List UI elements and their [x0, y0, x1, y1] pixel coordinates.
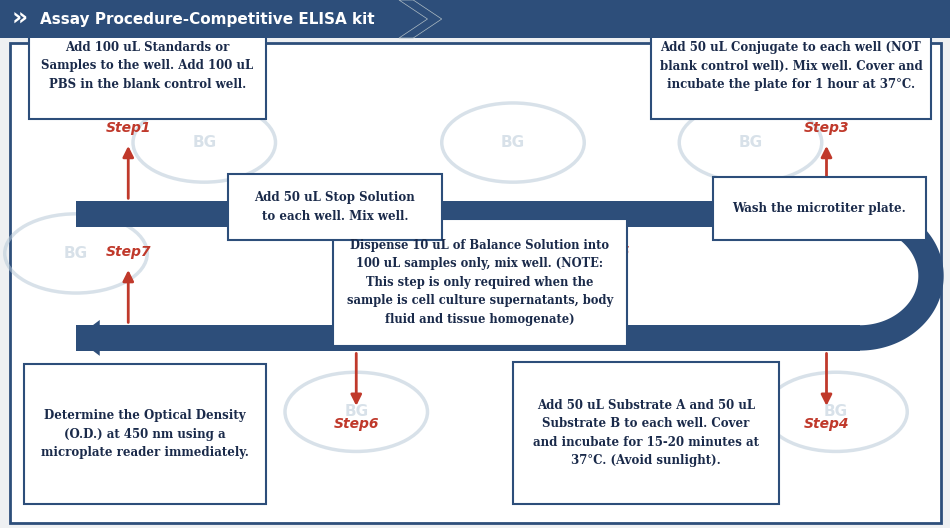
Text: Dispense 10 uL of Balance Solution into
100 uL samples only, mix well. (NOTE:
Th: Dispense 10 uL of Balance Solution into …: [347, 239, 613, 326]
Text: Determine the Optical Density
(O.D.) at 450 nm using a
microplate reader immedia: Determine the Optical Density (O.D.) at …: [41, 409, 249, 459]
Text: Step5: Step5: [585, 245, 631, 259]
Text: Step6: Step6: [333, 417, 379, 431]
Text: BG: BG: [192, 135, 217, 150]
Text: BG: BG: [596, 404, 620, 419]
Text: Wash the microtiter plate.: Wash the microtiter plate.: [732, 202, 906, 215]
FancyBboxPatch shape: [76, 201, 860, 227]
FancyBboxPatch shape: [651, 13, 931, 119]
FancyBboxPatch shape: [10, 43, 940, 523]
Polygon shape: [860, 201, 943, 351]
Text: BG: BG: [344, 404, 369, 419]
Text: BG: BG: [64, 246, 88, 261]
Polygon shape: [76, 320, 100, 356]
Polygon shape: [399, 0, 442, 38]
Text: Step2: Step2: [409, 293, 455, 307]
Text: BG: BG: [738, 135, 763, 150]
FancyBboxPatch shape: [24, 364, 266, 504]
FancyBboxPatch shape: [28, 13, 266, 119]
Text: Step3: Step3: [804, 121, 849, 135]
Text: »: »: [11, 7, 28, 31]
FancyBboxPatch shape: [228, 174, 442, 240]
Text: BG: BG: [501, 135, 525, 150]
Text: Step7: Step7: [105, 245, 151, 259]
FancyBboxPatch shape: [0, 0, 950, 38]
FancyBboxPatch shape: [712, 177, 926, 240]
Text: Step4: Step4: [804, 417, 849, 431]
Text: Assay Procedure-Competitive ELISA kit: Assay Procedure-Competitive ELISA kit: [40, 12, 374, 26]
Text: Step1: Step1: [105, 121, 151, 135]
Text: Add 50 uL Stop Solution
to each well. Mix well.: Add 50 uL Stop Solution to each well. Mi…: [255, 192, 415, 223]
Text: Add 100 uL Standards or
Samples to the well. Add 100 uL
PBS in the blank control: Add 100 uL Standards or Samples to the w…: [41, 41, 254, 91]
Text: Add 50 uL Conjugate to each well (NOT
blank control well). Mix well. Cover and
i: Add 50 uL Conjugate to each well (NOT bl…: [659, 41, 922, 91]
FancyBboxPatch shape: [332, 219, 627, 346]
FancyBboxPatch shape: [76, 325, 860, 351]
FancyBboxPatch shape: [513, 362, 779, 504]
Text: BG: BG: [824, 404, 848, 419]
Text: Add 50 uL Substrate A and 50 uL
Substrate B to each well. Cover
and incubate for: Add 50 uL Substrate A and 50 uL Substrat…: [533, 399, 759, 467]
